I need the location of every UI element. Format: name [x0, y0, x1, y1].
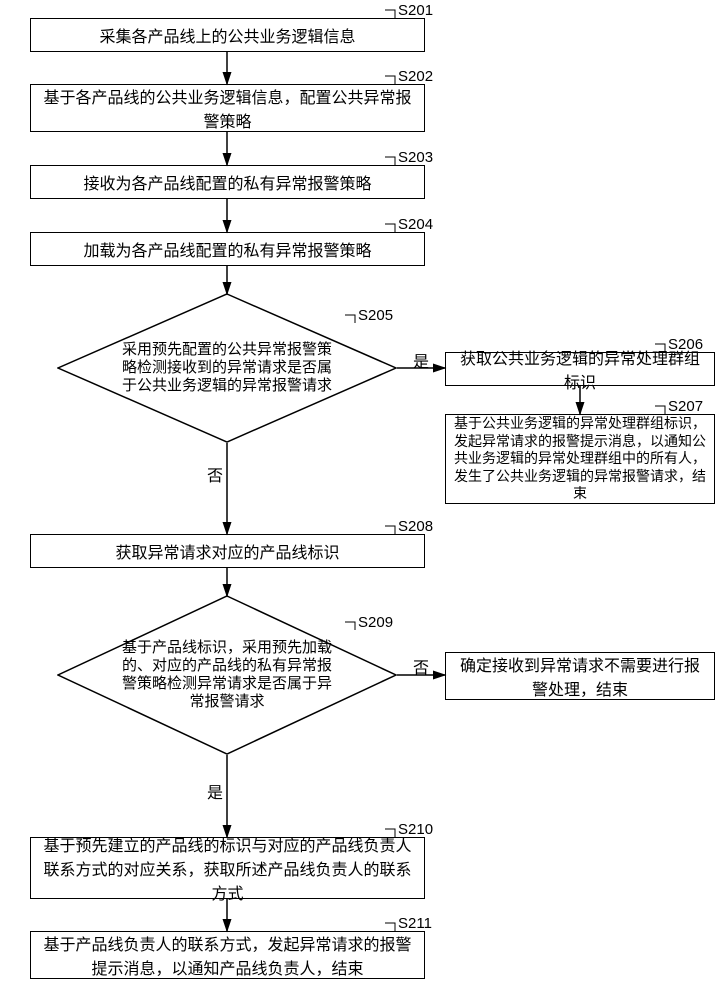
- flowchart-canvas: 采集各产品线上的公共业务逻辑信息 S201 基于各产品线的公共业务逻辑信息，配置…: [0, 0, 725, 1000]
- flow-arrows: [0, 0, 725, 1000]
